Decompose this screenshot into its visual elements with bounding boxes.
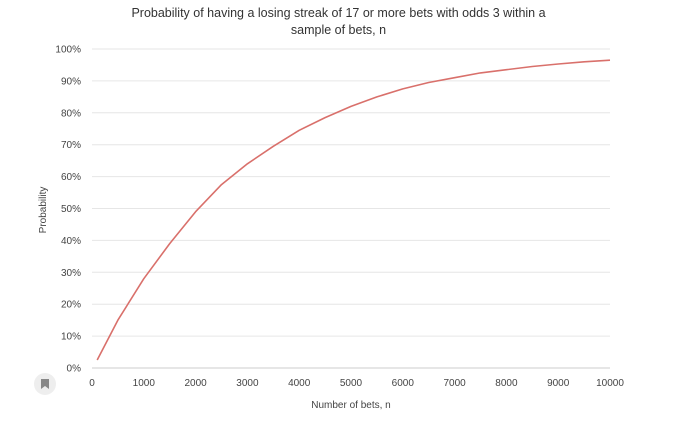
x-axis-title: Number of bets, n [311,400,390,411]
y-tick-label: 60% [61,172,81,183]
chart-title-line-2: sample of bets, n [290,23,387,37]
y-tick-labels: 0% 10% 20% 30% 40% 50% 60% 70% 80% 90% 100% [55,45,81,375]
x-tick-label: 4000 [288,378,311,389]
y-tick-label: 50% [61,204,81,215]
x-tick-label: 7000 [443,378,466,389]
bookmark-button[interactable] [34,373,56,395]
y-tick-label: 30% [61,268,81,279]
x-tick-label: 5000 [340,378,363,389]
y-tick-label: 80% [61,108,81,119]
x-tick-label: 1000 [133,378,156,389]
x-tick-label: 9000 [547,378,570,389]
y-tick-label: 10% [61,332,81,343]
series-lines [96,59,611,361]
y-tick-label: 40% [61,236,81,247]
y-tick-label: 100% [55,45,81,56]
grid-lines [92,48,610,369]
y-tick-label: 0% [67,364,82,375]
y-tick-label: 20% [61,300,81,311]
x-tick-label: 10000 [596,378,624,389]
x-tick-label: 6000 [392,378,415,389]
x-tick-label: 0 [89,378,95,389]
x-tick-label: 3000 [236,378,259,389]
y-axis-title: Probability [38,187,49,234]
x-tick-labels: 0 1000 2000 3000 4000 5000 6000 7000 8000 9000 100… [89,378,624,389]
bookmark-icon [41,379,49,389]
x-tick-label: 8000 [495,378,518,389]
y-tick-label: 90% [61,76,81,87]
series-line [96,59,611,361]
chart-title-line-1: Probability of having a losing streak of… [131,6,546,20]
x-tick-label: 2000 [184,378,207,389]
y-tick-label: 70% [61,140,81,151]
